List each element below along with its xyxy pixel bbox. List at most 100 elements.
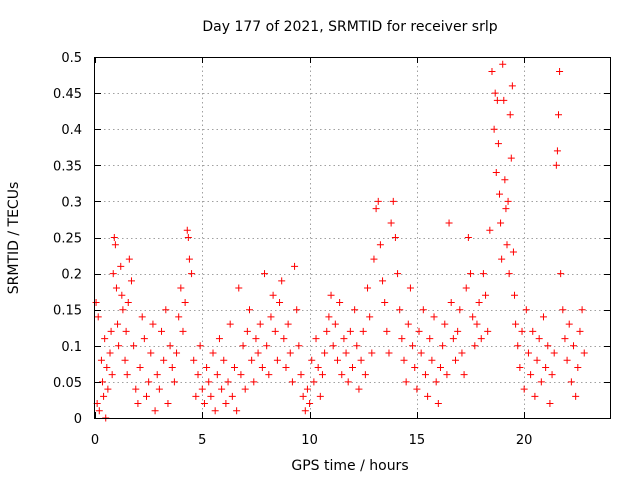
data-point [469,313,477,321]
data-point [495,190,503,198]
data-point [248,356,256,364]
data-point [121,356,129,364]
data-point [185,255,193,263]
data-point [284,320,292,328]
data-point [497,219,505,227]
data-point [507,154,515,162]
data-point [95,407,103,415]
data-point [256,320,264,328]
data-point [555,111,562,119]
data-point [441,320,449,328]
data-point [282,363,290,371]
data-point [509,248,517,256]
data-point [506,111,514,119]
data-point [213,371,221,379]
data-point [449,335,457,343]
data-point [514,342,522,350]
data-point [430,313,438,321]
data-point [103,363,111,371]
data-point [456,306,464,314]
data-point [387,219,395,227]
y-tick-label: 0.1 [61,340,82,355]
data-point [293,306,301,314]
data-point [130,342,138,350]
data-point [389,197,397,205]
data-point [349,363,356,371]
data-point [177,284,185,292]
data-point [366,313,374,321]
data-point [273,356,281,364]
data-point [114,320,122,328]
data-point [314,363,322,371]
y-axis-label: SRMTID / TECUs [6,182,22,295]
data-point [439,342,447,350]
data-point [505,270,513,278]
data-point [100,392,108,400]
data-point [162,306,170,314]
data-point [117,262,125,270]
data-point [321,349,329,357]
data-point [550,349,558,357]
data-point [303,385,311,393]
data-point [374,197,382,205]
data-point [250,378,258,386]
data-point [280,335,288,343]
data-point [479,270,487,278]
x-tick-label: 10 [301,433,318,448]
data-point [252,335,260,343]
data-point [512,320,520,328]
data-point [557,270,565,278]
data-point [118,291,126,299]
y-tick-labels: 0 0.05 0.1 0.15 0.2 0.25 0.3 0.35 0.4 0.45 0.5 [53,51,82,427]
data-point [94,313,102,321]
data-point [396,306,404,314]
y-tick-label: 0.35 [53,159,82,174]
data-point [500,96,508,104]
data-point [460,371,468,379]
data-point [379,277,387,285]
data-point [563,356,571,364]
data-point [207,392,215,400]
x-tick-label: 5 [198,433,206,448]
data-point [276,298,284,306]
data-point [271,327,279,335]
data-point [254,349,262,357]
data-point [529,327,537,335]
data-point [484,327,492,335]
data-point [269,291,277,299]
data-point [104,385,112,393]
data-point [355,385,363,393]
data-point [228,392,236,400]
data-point [426,335,434,343]
data-point [132,385,140,393]
data-point [570,342,578,350]
data-point [173,349,181,357]
data-point [158,327,166,335]
data-point [325,313,333,321]
data-point [344,378,352,386]
data-point [143,392,150,400]
data-point [194,371,202,379]
data-point [147,349,155,357]
data-point [447,298,455,306]
data-point [394,270,402,278]
data-point [518,327,526,335]
data-point [340,335,348,343]
data-point [218,385,226,393]
data-point [398,335,406,343]
data-point [220,356,228,364]
data-point [170,378,178,386]
data-point [539,313,547,321]
y-tick-label: 0.45 [53,87,82,102]
data-point [145,378,153,386]
data-point [239,342,247,350]
data-point [226,320,234,328]
data-point [164,400,172,408]
data-point [411,363,419,371]
data-point [522,306,530,314]
data-point [123,371,131,379]
data-point [200,400,208,408]
data-point [548,371,556,379]
data-point [101,335,109,343]
